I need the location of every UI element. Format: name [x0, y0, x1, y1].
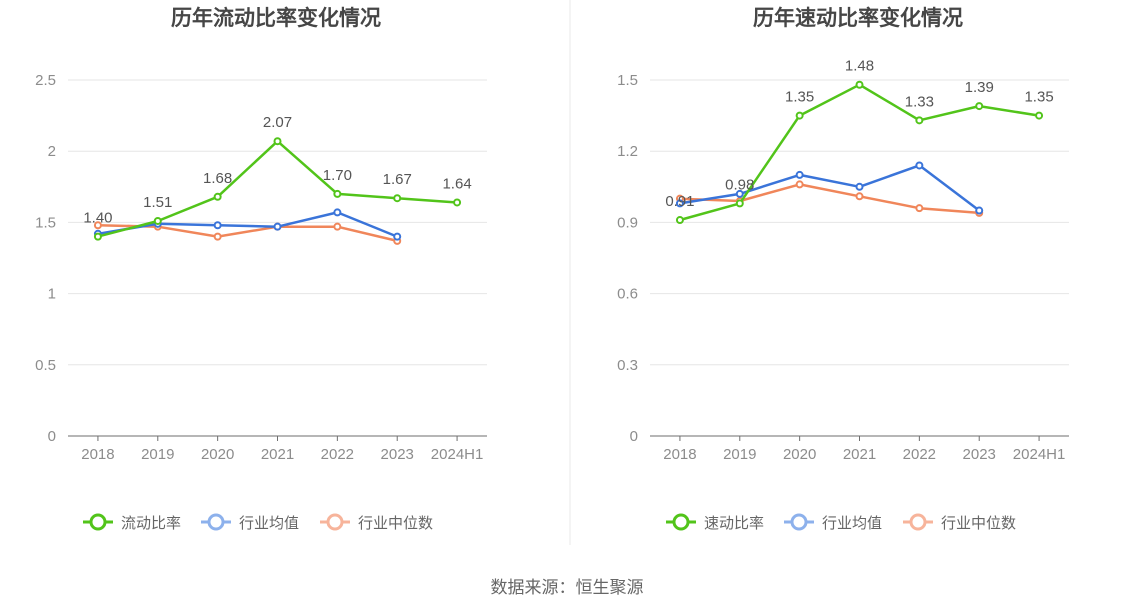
data-point	[393, 232, 402, 241]
data-point	[855, 182, 864, 191]
data-point	[855, 192, 864, 201]
x-tick-label: 2022	[321, 446, 354, 463]
data-label: 1.70	[323, 167, 352, 184]
series-line-industry-avg	[97, 211, 398, 238]
data-point	[735, 189, 744, 198]
data-label: 0.91	[665, 193, 694, 210]
data-point	[855, 80, 864, 89]
y-tick-label: 0.6	[617, 286, 638, 303]
data-point	[975, 206, 984, 215]
data-label: 1.64	[442, 175, 471, 192]
chart-title: 历年流动比率变化情况	[171, 6, 381, 30]
y-tick-label: 2	[48, 143, 56, 160]
y-tick-label: 0.5	[35, 357, 56, 374]
data-point	[333, 222, 342, 231]
x-tick-label: 2023	[963, 446, 996, 463]
legend-marker	[790, 513, 808, 531]
x-tick-label: 2019	[141, 446, 174, 463]
y-tick-label: 1	[48, 286, 56, 303]
y-tick-label: 0	[48, 428, 56, 445]
x-tick-label: 2021	[261, 446, 294, 463]
data-point	[333, 208, 342, 217]
legend-label: 流动比率	[121, 515, 181, 532]
data-point	[213, 192, 222, 201]
data-label: 1.33	[905, 93, 934, 110]
data-point	[213, 232, 222, 241]
data-point	[795, 170, 804, 179]
data-point	[975, 102, 984, 111]
x-tick-label: 2023	[381, 446, 414, 463]
y-tick-label: 0.3	[617, 357, 638, 374]
legend-marker	[672, 513, 690, 531]
data-point	[795, 180, 804, 189]
data-label: 0.98	[725, 176, 754, 193]
legend-label: 行业均值	[822, 515, 882, 532]
series-line-industry-median	[679, 183, 980, 215]
y-tick-label: 0.9	[617, 214, 638, 231]
data-label: 1.48	[845, 58, 874, 75]
data-point	[735, 199, 744, 208]
data-label: 1.35	[1024, 89, 1053, 106]
data-point	[453, 198, 462, 207]
data-point	[1035, 111, 1044, 120]
data-label: 1.51	[143, 194, 172, 211]
legend-label: 行业均值	[239, 515, 299, 532]
data-point	[213, 221, 222, 230]
data-point	[915, 161, 924, 170]
chart-title: 历年速动比率变化情况	[753, 6, 963, 30]
data-point	[273, 137, 282, 146]
data-point	[153, 216, 162, 225]
y-tick-label: 0	[630, 428, 638, 445]
legend-marker	[207, 513, 225, 531]
data-label: 1.40	[83, 210, 112, 227]
data-point	[273, 222, 282, 231]
x-tick-label: 2024H1	[431, 446, 484, 463]
data-label: 1.35	[785, 89, 814, 106]
data-label: 2.07	[263, 114, 292, 131]
legend-marker	[89, 513, 107, 531]
legend-marker	[909, 513, 927, 531]
legend-label: 行业中位数	[358, 515, 433, 532]
data-source-label: 数据来源：恒生聚源	[491, 578, 644, 597]
data-point	[675, 216, 684, 225]
data-label: 1.67	[383, 171, 412, 188]
x-tick-label: 2021	[843, 446, 876, 463]
data-point	[675, 199, 684, 208]
data-point	[915, 204, 924, 213]
y-tick-label: 1.5	[617, 72, 638, 89]
x-tick-label: 2018	[663, 446, 696, 463]
x-tick-label: 2020	[783, 446, 816, 463]
legend-label: 速动比率	[704, 515, 764, 532]
data-point	[93, 232, 102, 241]
series-line-industry-avg	[679, 164, 980, 212]
data-label: 1.68	[203, 170, 232, 187]
x-tick-label: 2018	[81, 446, 114, 463]
x-tick-label: 2019	[723, 446, 756, 463]
legend-marker	[326, 513, 344, 531]
y-tick-label: 1.2	[617, 143, 638, 160]
data-point	[795, 111, 804, 120]
y-tick-label: 2.5	[35, 72, 56, 89]
data-point	[393, 194, 402, 203]
data-label: 1.39	[965, 79, 994, 96]
data-point	[915, 116, 924, 125]
x-tick-label: 2024H1	[1013, 446, 1066, 463]
legend-label: 行业中位数	[941, 515, 1016, 532]
x-tick-label: 2022	[903, 446, 936, 463]
data-point	[333, 189, 342, 198]
x-tick-label: 2020	[201, 446, 234, 463]
data-point	[93, 221, 102, 230]
y-tick-label: 1.5	[35, 214, 56, 231]
